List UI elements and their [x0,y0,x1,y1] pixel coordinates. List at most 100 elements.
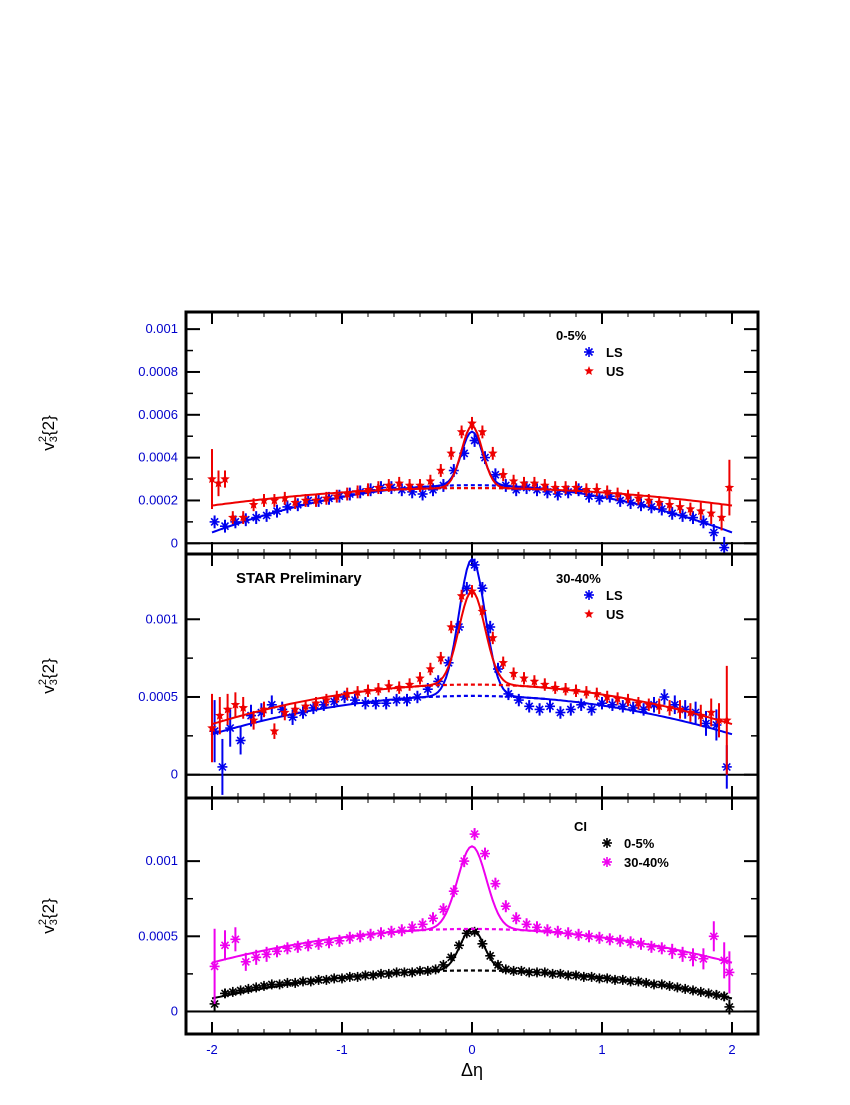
data-point [282,943,293,954]
data-point [625,937,636,948]
y-tick-label: 0.0005 [138,928,178,943]
y-axis-label: v32{2} [37,415,60,451]
data-point [584,931,594,942]
data-point [708,527,719,538]
data-point [503,688,514,699]
y-tick-label: 0.0005 [138,689,178,704]
data-point [446,952,457,963]
data-point [446,448,456,458]
data-point [696,710,706,720]
data-point [272,946,282,957]
data-point [545,701,555,712]
x-tick-label: 1 [598,1042,605,1057]
x-tick-label: 2 [728,1042,735,1057]
data-point [498,657,508,667]
panel-3: 0 0.0005 0.001 v32{2} CI 0-5% 30-40% -2 -1 0 1 2 Δη [37,796,760,1080]
data-point [332,491,342,501]
data-point [493,959,503,970]
y-tick-label: 0.0002 [138,492,178,507]
legend-label: LS [606,345,623,360]
data-point [688,952,698,963]
data-point [477,938,488,949]
data-point [581,484,592,494]
legend: 0-5% LS US [556,328,624,379]
data-point [456,426,467,436]
data-point [706,508,716,518]
data-point [220,474,230,484]
data-point [342,489,352,499]
data-point [261,949,272,960]
data-point [213,478,224,488]
data-point [384,480,394,490]
data-point [415,673,425,683]
data-point [396,925,407,936]
data-point [654,497,664,507]
data-point [644,699,654,709]
data-point [664,499,675,509]
data-point [300,701,311,711]
data-point [384,681,394,691]
data-point [646,941,657,952]
data-point [656,943,667,954]
data-point [672,982,683,993]
data-point [586,704,597,715]
y-tick-label: 0.001 [145,853,178,868]
data-point [207,474,217,484]
data-point [402,695,412,706]
data-point [248,715,259,725]
data-point [664,980,675,991]
data-point [477,606,488,616]
data-point [485,950,496,961]
x-axis-label: Δη [461,1060,483,1080]
data-point [612,489,623,499]
data-point [209,961,220,972]
data-point [488,632,498,642]
data-point [490,878,501,889]
data-point [540,480,550,490]
data-point [225,723,236,734]
data-point [490,469,501,480]
legend-title: 30-40% [556,571,601,586]
data-point [282,977,293,988]
x-tick-label: -2 [206,1042,218,1057]
data-point [485,622,496,632]
data-point [248,499,259,509]
data-point [644,495,654,505]
data-point [329,973,340,984]
data-point [592,484,602,494]
data-point [560,684,571,694]
data-point [680,983,691,994]
data-point [321,493,332,503]
data-point [428,913,438,924]
data-point [602,486,612,496]
data-point [305,976,316,987]
data-point [555,707,566,718]
y-tick-label: 0.0006 [138,407,178,422]
data-point [243,983,254,994]
data-point [524,701,535,712]
data-point [529,478,540,488]
data-point [573,929,584,940]
data-point [636,938,646,949]
data-point [355,931,366,942]
data-point [604,934,615,945]
data-point [230,699,241,709]
data-point [394,478,404,488]
data-point [532,922,542,933]
data-point [368,970,379,981]
data-point [240,956,251,967]
data-point [311,495,321,505]
plot-area [209,828,735,1015]
data-point [701,718,711,729]
data-point [695,986,706,997]
data-point [612,693,623,703]
data-point [511,484,522,495]
data-point [404,679,415,689]
data-point [238,702,248,712]
fit-curve [211,590,733,726]
legend-label: US [606,364,624,379]
data-point [373,684,384,694]
data-point [438,904,449,915]
data-point [290,977,301,988]
data-point [467,586,477,596]
